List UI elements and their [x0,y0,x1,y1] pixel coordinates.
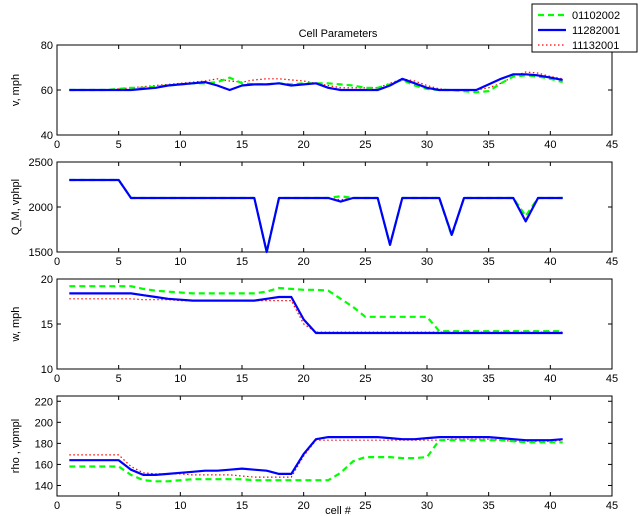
y-tick-label: 160 [35,459,53,471]
series-line-11282001 [69,292,563,335]
x-tick-label: 5 [116,139,122,151]
subplot-2: 0 5 10 15 20 25 30 35 40 45 1500 2000 2500 Q_M, vphpl [10,157,618,268]
x-tick-label: 40 [544,500,556,512]
y-tick-label: 80 [41,40,53,52]
x-tick-label: 15 [236,373,248,385]
x-tick-label: 30 [421,256,433,268]
x-tick-label: 30 [421,139,433,151]
x-tick-label: 10 [174,500,186,512]
series-line-01102002 [69,439,563,483]
y-tick-label: 2500 [29,157,53,169]
x-tick-label: 25 [359,373,371,385]
x-tick-label: 0 [54,139,60,151]
subplot-3: 0 5 10 15 20 25 30 35 40 45 10 15 20 w, mph [10,274,618,385]
y-tick-label: 1500 [29,247,53,259]
x-tick-label: 0 [54,256,60,268]
x-tick-label: 0 [54,500,60,512]
x-tick-label: 20 [298,139,310,151]
y-tick-label: 200 [35,417,53,429]
y-tick-label: 10 [41,364,53,376]
x-tick-label: 5 [116,500,122,512]
x-tick-label: 30 [421,500,433,512]
series-line-11282001 [69,73,563,92]
x-tick-label: 30 [421,373,433,385]
x-tick-label: 45 [606,500,618,512]
x-tick-label: 20 [298,256,310,268]
x-tick-label: 10 [174,139,186,151]
legend-label: 01102002 [572,10,620,22]
x-tick-label: 10 [174,373,186,385]
legend-label: 11282001 [572,25,620,37]
x-tick-label: 10 [174,256,186,268]
legend-box [531,3,638,53]
plot-area [56,278,613,370]
x-tick-label: 45 [606,256,618,268]
chart-title: Cell Parameters [299,28,378,40]
x-tick-label: 35 [483,139,495,151]
x-tick-label: 20 [298,500,310,512]
series-line-11282001 [69,436,563,476]
y-tick-label: 220 [35,396,53,408]
x-tick-label: 35 [483,373,495,385]
x-tick-label: 25 [359,256,371,268]
x-tick-label: 0 [54,373,60,385]
x-tick-label: 25 [359,500,371,512]
x-tick-label: 35 [483,256,495,268]
x-tick-label: 15 [236,139,248,151]
x-tick-label: 45 [606,373,618,385]
y-tick-label: 40 [41,130,53,142]
y-axis-label: w, mph [10,307,22,343]
y-tick-label: 60 [41,85,53,97]
x-tick-label: 35 [483,500,495,512]
y-axis-label: v, mph [10,74,22,106]
subplot-4: 0 5 10 15 20 25 30 35 40 45 140 160 180 200 220 rho , v… [10,395,618,512]
y-tick-label: 140 [35,480,53,492]
subplot-1: 0 5 10 15 20 25 30 35 40 45 40 60 80 v, mph [10,40,618,151]
x-tick-label: 40 [544,256,556,268]
x-tick-label: 15 [236,256,248,268]
y-axis-label: Q_M, vphpl [10,179,22,235]
legend-label: 11132001 [572,40,619,52]
plot-area [56,395,613,497]
x-tick-label: 40 [544,139,556,151]
subplots: 0 5 10 15 20 25 30 35 40 45 40 60 80 v, mph 0 5 10 15 20 25… [10,40,618,512]
series-line-01102002 [69,285,563,333]
x-tick-label: 5 [116,373,122,385]
y-tick-label: 15 [41,319,53,331]
x-axis-label: cell # [325,505,352,516]
y-axis-label: rho , vpmpl [10,419,22,473]
x-tick-label: 40 [544,373,556,385]
legend: 01102002 11282001 11132001 [531,3,638,53]
y-tick-label: 20 [41,274,53,286]
plot-area [56,161,613,253]
x-tick-label: 15 [236,500,248,512]
x-tick-label: 5 [116,256,122,268]
series-line-11282001 [69,178,563,254]
series-line-01102002 [69,74,563,94]
x-tick-label: 45 [606,139,618,151]
x-tick-label: 25 [359,139,371,151]
x-tick-label: 20 [298,373,310,385]
y-tick-label: 2000 [29,202,53,214]
y-tick-label: 180 [35,438,53,450]
